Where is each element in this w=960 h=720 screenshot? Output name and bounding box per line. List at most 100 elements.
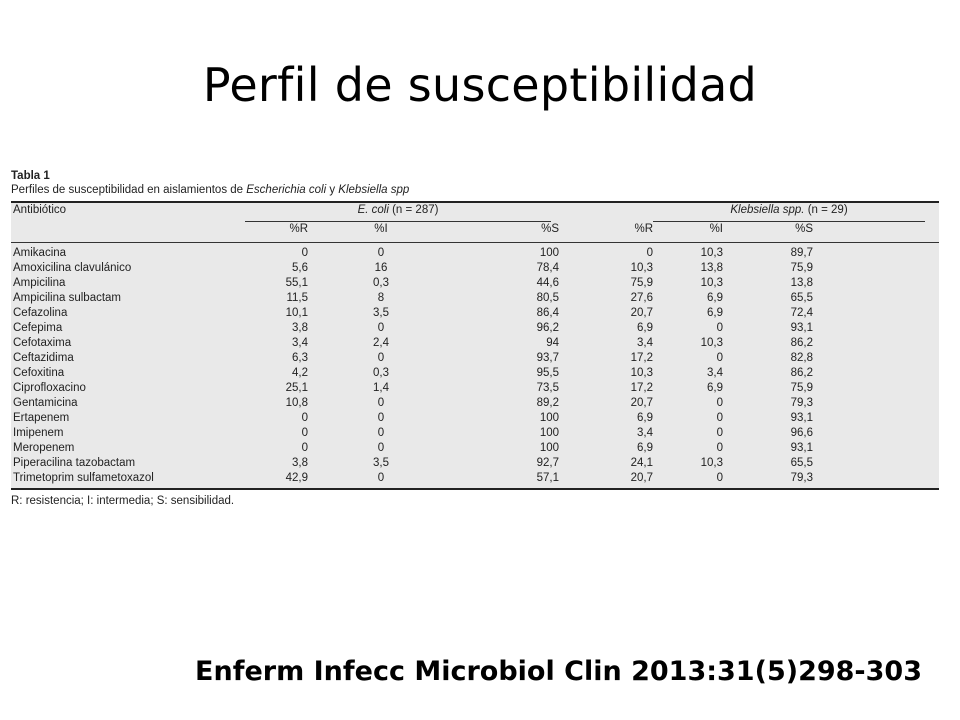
- subheader-kleb-s: %S: [723, 222, 813, 243]
- antibiotic-name: Cefotaxima: [13, 337, 72, 349]
- ecoli-r-value: 4,2: [292, 367, 308, 379]
- kleb-r-value: 3,4: [637, 337, 653, 349]
- ecoli-i-value: 0: [377, 397, 385, 409]
- kleb-i-value: 6,9: [707, 307, 723, 319]
- kleb-s-value: 13,8: [790, 277, 813, 289]
- group-ecoli-name: E. coli: [357, 204, 389, 216]
- ecoli-i-value: 0: [377, 412, 385, 424]
- ecoli-s-value: 100: [539, 412, 559, 424]
- kleb-i-value: 0: [716, 427, 723, 439]
- kleb-i-value: 6,9: [707, 292, 723, 304]
- ecoli-r-value: 25,1: [285, 382, 308, 394]
- ecoli-i-value: 8: [377, 292, 385, 304]
- table-row: Cefepima 3,8 0 96,2 6,9 0 93,1: [11, 321, 939, 336]
- table-row: Ampicilina 55,1 0,3 44,6 75,9 10,3 13,8: [11, 276, 939, 291]
- header-antibiotic: Antibiótico: [13, 204, 67, 216]
- ecoli-s-value: 92,7: [536, 457, 559, 469]
- table-body: Amikacina 0 0 100 0 10,3 89,7 Amoxicilin…: [11, 243, 939, 489]
- ecoli-r-value: 3,8: [292, 322, 308, 334]
- ecoli-i-value: 0,3: [373, 277, 389, 289]
- ecoli-r-value: 6,3: [292, 352, 308, 364]
- ecoli-s-value: 93,7: [536, 352, 559, 364]
- kleb-i-value: 6,9: [707, 382, 723, 394]
- ecoli-r-value: 0: [301, 247, 308, 259]
- ecoli-s-value: 80,5: [536, 292, 559, 304]
- ecoli-s-value: 96,2: [536, 322, 559, 334]
- kleb-i-value: 10,3: [700, 247, 723, 259]
- ecoli-s-value: 89,2: [536, 397, 559, 409]
- table-row: Ampicilina sulbactam 11,5 8 80,5 27,6 6,…: [11, 291, 939, 306]
- kleb-i-value: 13,8: [700, 262, 723, 274]
- kleb-s-value: 65,5: [790, 457, 813, 469]
- antibiotic-name: Amoxicilina clavulánico: [13, 262, 132, 274]
- kleb-s-value: 96,6: [790, 427, 813, 439]
- table-row: Ceftazidima 6,3 0 93,7 17,2 0 82,8: [11, 351, 939, 366]
- kleb-i-value: 0: [716, 397, 723, 409]
- header-group-klebsiella: Klebsiella spp. (n = 29): [653, 203, 939, 222]
- ecoli-r-value: 10,8: [285, 397, 308, 409]
- ecoli-i-value: 2,4: [373, 337, 389, 349]
- ecoli-s-value: 95,5: [536, 367, 559, 379]
- kleb-s-value: 93,1: [790, 442, 813, 454]
- antibiotic-name: Ceftazidima: [13, 352, 74, 364]
- table-row: Gentamicina 10,8 0 89,2 20,7 0 79,3: [11, 396, 939, 411]
- kleb-i-value: 10,3: [700, 277, 723, 289]
- kleb-r-value: 0: [646, 247, 653, 259]
- kleb-s-value: 93,1: [790, 322, 813, 334]
- kleb-r-value: 20,7: [630, 397, 653, 409]
- kleb-r-value: 17,2: [630, 352, 653, 364]
- subheader-ecoli-s: %S: [454, 222, 559, 243]
- antibiotic-name: Imipenem: [13, 427, 64, 439]
- ecoli-r-value: 10,1: [285, 307, 308, 319]
- kleb-r-value: 20,7: [630, 307, 653, 319]
- kleb-s-value: 75,9: [790, 262, 813, 274]
- table-row: Ciprofloxacino 25,1 1,4 73,5 17,2 6,9 75…: [11, 381, 939, 396]
- antibiotic-name: Ampicilina sulbactam: [13, 292, 122, 304]
- slide-title: Perfil de susceptibilidad: [202, 58, 758, 112]
- group-klebsiella-name: Klebsiella spp.: [730, 204, 805, 216]
- group-ecoli-n: (n = 287): [388, 204, 439, 216]
- antibiotic-name: Ertapenem: [13, 412, 70, 424]
- table-row: Piperacilina tazobactam 3,8 3,5 92,7 24,…: [11, 456, 939, 471]
- table-header-sub-row: %R %I %S %R %I %S: [11, 222, 939, 243]
- ecoli-r-value: 11,5: [286, 292, 308, 304]
- kleb-s-value: 79,3: [790, 397, 813, 409]
- ecoli-i-value: 0: [377, 352, 385, 364]
- ecoli-s-value: 94: [546, 337, 559, 349]
- subtitle-prefix: Perfiles de susceptibilidad en aislamien…: [11, 184, 247, 196]
- kleb-r-value: 20,7: [630, 472, 653, 484]
- kleb-r-value: 27,6: [630, 292, 653, 304]
- kleb-r-value: 6,9: [637, 412, 653, 424]
- kleb-i-value: 10,3: [700, 337, 723, 349]
- table-caption: Tabla 1: [11, 170, 50, 182]
- table-row: Trimetoprim sulfametoxazol 42,9 0 57,1 2…: [11, 471, 939, 488]
- table-row: Cefoxitina 4,2 0,3 95,5 10,3 3,4 86,2: [11, 366, 939, 381]
- table-footnote: R: resistencia; I: intermedia; S: sensib…: [11, 495, 235, 507]
- ecoli-r-value: 55,1: [285, 277, 308, 289]
- kleb-i-value: 10,3: [700, 457, 723, 469]
- antibiotic-name: Trimetoprim sulfametoxazol: [13, 472, 154, 484]
- group-klebsiella-n: (n = 29): [804, 204, 848, 216]
- ecoli-s-value: 100: [539, 247, 559, 259]
- ecoli-r-value: 0: [301, 427, 308, 439]
- kleb-r-value: 17,2: [630, 382, 653, 394]
- subheader-kleb-i: %I: [653, 222, 723, 243]
- subtitle-organism-2: Klebsiella spp: [338, 184, 410, 196]
- table-row: Ertapenem 0 0 100 6,9 0 93,1: [11, 411, 939, 426]
- table-row: Amoxicilina clavulánico 5,6 16 78,4 10,3…: [11, 261, 939, 276]
- kleb-s-value: 75,9: [790, 382, 813, 394]
- kleb-s-value: 79,3: [790, 472, 813, 484]
- table-row: Cefotaxima 3,4 2,4 94 3,4 10,3 86,2: [11, 336, 939, 351]
- ecoli-i-value: 0,3: [373, 367, 389, 379]
- antibiotic-name: Piperacilina tazobactam: [13, 457, 136, 469]
- ecoli-s-value: 100: [539, 427, 559, 439]
- kleb-i-value: 3,4: [707, 367, 723, 379]
- antibiotic-name: Cefoxitina: [13, 367, 65, 379]
- subtitle-mid: y: [326, 184, 339, 196]
- kleb-i-value: 0: [716, 352, 723, 364]
- kleb-r-value: 75,9: [630, 277, 653, 289]
- table-row: Meropenem 0 0 100 6,9 0 93,1: [11, 441, 939, 456]
- susceptibility-table: Antibiótico E. coli (n = 287) Klebsiella…: [11, 203, 939, 488]
- table-container: Antibiótico E. coli (n = 287) Klebsiella…: [11, 201, 939, 490]
- kleb-r-value: 3,4: [637, 427, 653, 439]
